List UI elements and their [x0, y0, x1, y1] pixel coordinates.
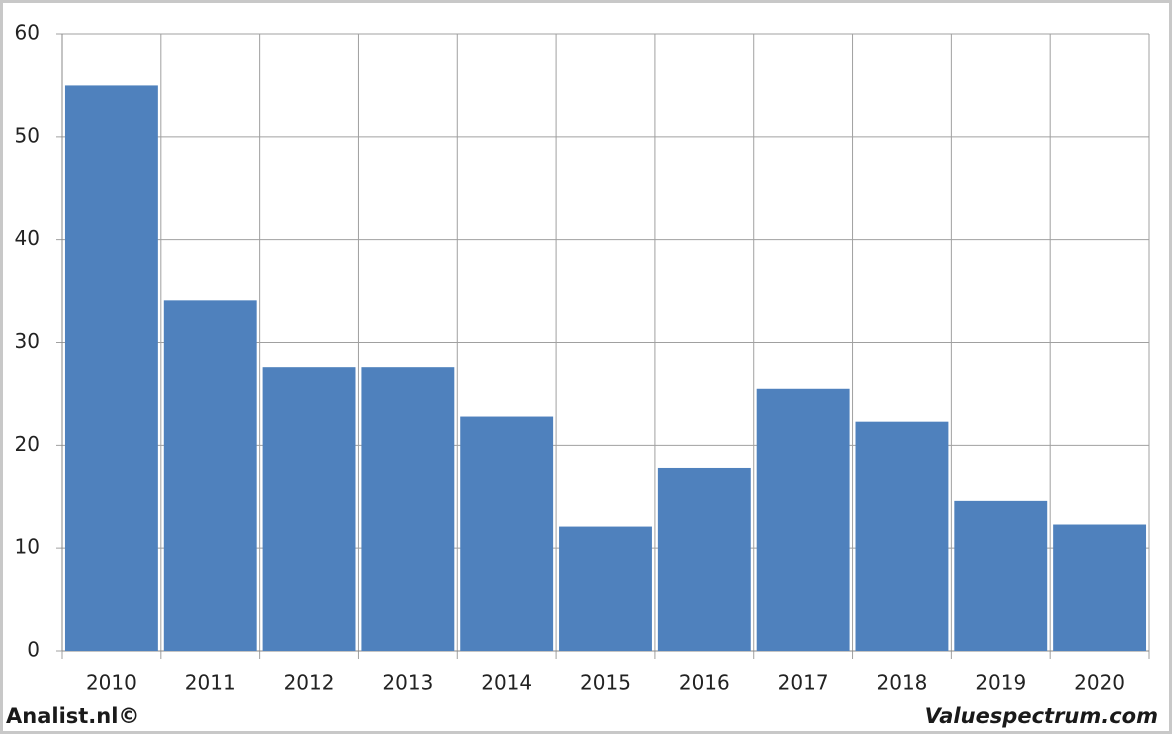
y-tick-label: 40	[15, 226, 40, 250]
bar	[559, 526, 652, 651]
bar	[756, 388, 850, 651]
y-tick-label: 50	[15, 123, 40, 147]
bar	[163, 300, 257, 651]
bar	[361, 367, 455, 651]
bar	[262, 367, 356, 651]
x-tick-label: 2014	[481, 671, 532, 695]
footer-left: Analist.nl©	[6, 704, 139, 728]
y-tick-label: 10	[15, 535, 40, 559]
bar	[954, 500, 1048, 651]
bar	[64, 85, 158, 651]
x-tick-label: 2011	[185, 671, 236, 695]
bar	[460, 416, 554, 651]
y-tick-label: 20	[15, 432, 40, 456]
x-tick-label: 2016	[679, 671, 730, 695]
y-tick-label: 30	[15, 329, 40, 353]
x-tick-label: 2013	[382, 671, 433, 695]
x-tick-label: 2010	[86, 671, 137, 695]
x-tick-label: 2017	[778, 671, 829, 695]
footer-right: Valuespectrum.com	[925, 704, 1158, 728]
y-tick-label: 0	[27, 638, 40, 662]
x-tick-label: 2019	[975, 671, 1026, 695]
y-tick-label: 60	[15, 21, 40, 45]
bar	[657, 467, 751, 651]
bar	[855, 421, 949, 651]
bar	[1053, 524, 1147, 651]
x-tick-label: 2012	[284, 671, 335, 695]
x-tick-label: 2020	[1074, 671, 1125, 695]
x-tick-label: 2018	[877, 671, 928, 695]
x-tick-label: 2015	[580, 671, 631, 695]
